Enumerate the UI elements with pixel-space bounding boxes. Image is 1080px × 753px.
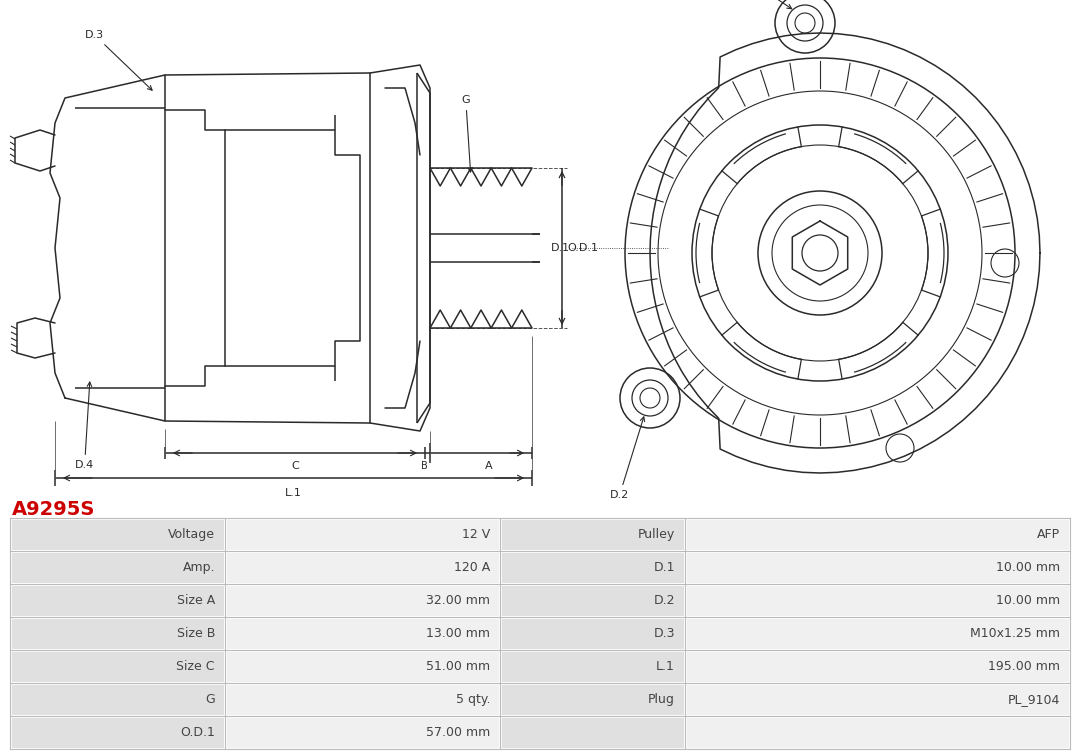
Bar [500,551,685,584]
Bar [10,683,225,716]
Text: O.D.1: O.D.1 [567,243,598,253]
Bar [10,584,225,617]
Text: 120 A: 120 A [454,561,490,574]
Text: L.1: L.1 [657,660,675,673]
Text: B: B [420,461,428,471]
Text: Voltage: Voltage [168,528,215,541]
Bar [10,617,225,650]
Text: 10.00 mm: 10.00 mm [996,594,1059,607]
Bar [225,518,500,551]
Bar [685,716,1070,749]
Text: 195.00 mm: 195.00 mm [988,660,1059,673]
Text: Amp.: Amp. [183,561,215,574]
Bar [225,650,500,683]
Text: M10x1.25 mm: M10x1.25 mm [970,627,1059,640]
Bar [500,584,685,617]
Text: D.3: D.3 [653,627,675,640]
Text: 13.00 mm: 13.00 mm [426,627,490,640]
Bar [10,716,225,749]
Text: G: G [461,95,472,172]
Bar [685,650,1070,683]
Text: D.2: D.2 [610,417,645,500]
Text: D.1: D.1 [551,243,570,253]
Bar [685,683,1070,716]
Text: 32.00 mm: 32.00 mm [426,594,490,607]
Bar [500,650,685,683]
Text: A9295S: A9295S [12,500,95,519]
Text: 10.00 mm: 10.00 mm [996,561,1059,574]
Bar [10,551,225,584]
Text: C: C [292,461,299,471]
Bar [500,518,685,551]
Text: G: G [205,693,215,706]
Bar [500,716,685,749]
Text: D.1: D.1 [653,561,675,574]
Text: 57.00 mm: 57.00 mm [426,726,490,739]
Bar [225,683,500,716]
Text: D.2: D.2 [653,594,675,607]
Bar [685,518,1070,551]
Text: D.3: D.3 [85,30,152,90]
Text: Size C: Size C [176,660,215,673]
Bar [685,584,1070,617]
Bar [10,518,225,551]
Bar [225,551,500,584]
Bar [225,617,500,650]
Text: PL_9104: PL_9104 [1008,693,1059,706]
Bar [225,716,500,749]
Text: 5 qty.: 5 qty. [456,693,490,706]
Text: D.4: D.4 [75,382,94,470]
Text: Size A: Size A [177,594,215,607]
Bar [10,650,225,683]
Text: AFP: AFP [1037,528,1059,541]
Text: O.D.1: O.D.1 [180,726,215,739]
Bar [685,617,1070,650]
Text: A: A [485,461,492,471]
Text: 51.00 mm: 51.00 mm [426,660,490,673]
Bar [685,551,1070,584]
Text: L.1: L.1 [285,488,302,498]
Text: Plug: Plug [648,693,675,706]
Bar [225,584,500,617]
Text: Pulley: Pulley [638,528,675,541]
Text: Size B: Size B [177,627,215,640]
Bar [500,683,685,716]
Text: 12 V: 12 V [462,528,490,541]
Text: D.1: D.1 [635,0,792,9]
Bar [500,617,685,650]
